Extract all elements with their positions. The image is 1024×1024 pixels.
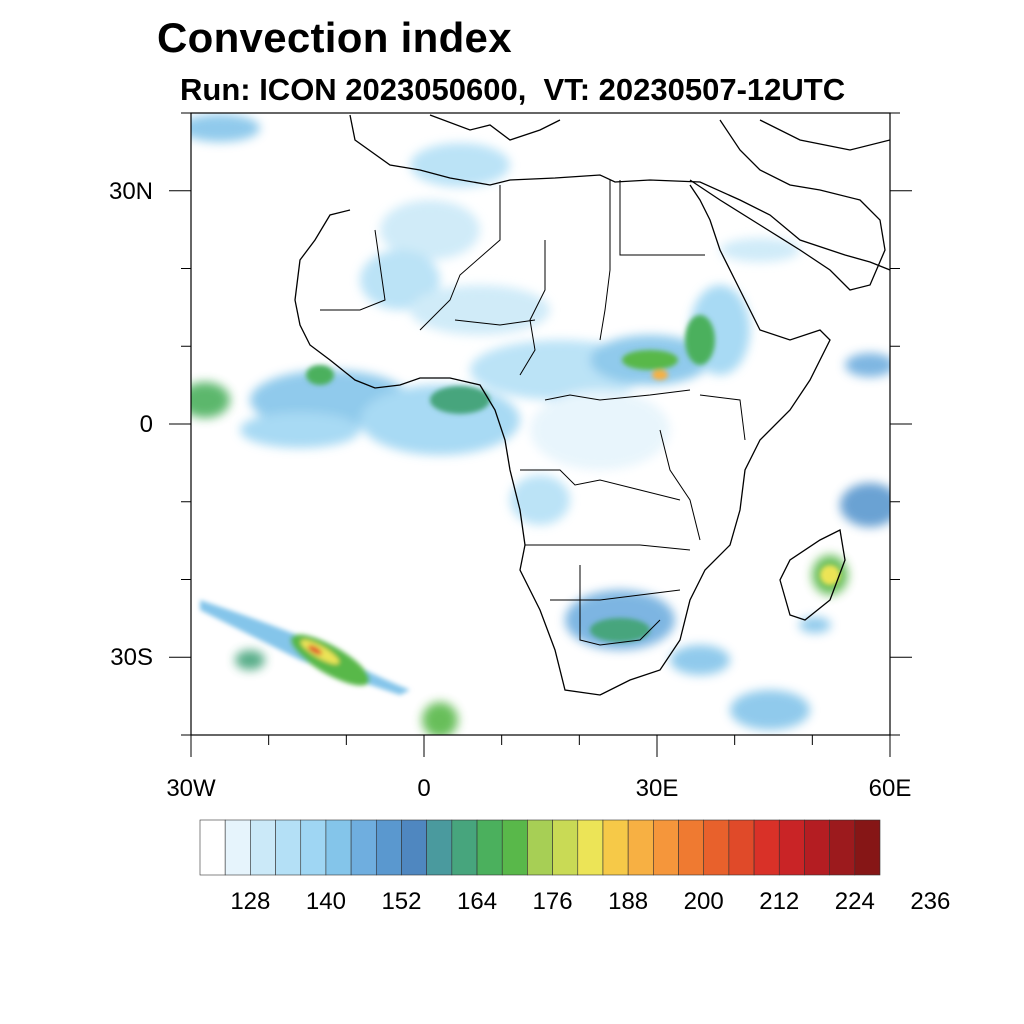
- colorbar: [199, 819, 881, 876]
- colorbar-swatch: [728, 819, 755, 876]
- colorbar-swatch: [552, 819, 579, 876]
- colorbar-label: 200: [683, 888, 724, 915]
- colorbar-label: 164: [457, 888, 498, 915]
- colorbar-swatch: [199, 819, 226, 876]
- colorbar-swatch: [401, 819, 427, 876]
- colorbar-swatch: [653, 819, 679, 876]
- chart-subtitle: Run: ICON 2023050600, VT: 20230507-12UTC: [180, 72, 846, 107]
- colorbar-swatch: [778, 819, 805, 876]
- convection-field: [191, 114, 890, 735]
- colorbar-swatch: [854, 819, 881, 876]
- colorbar-swatch: [224, 819, 251, 876]
- colorbar-swatch: [375, 819, 402, 876]
- lon-label-30w: 30W: [166, 775, 216, 802]
- colorbar-label: 188: [608, 888, 649, 915]
- colorbar-swatch: [476, 819, 503, 876]
- colorbar-label: 224: [834, 888, 875, 915]
- colorbar-swatch: [678, 819, 705, 876]
- country-borders: [320, 180, 746, 646]
- colorbar-swatch: [829, 819, 856, 876]
- lon-label-60e: 60E: [868, 775, 912, 802]
- colorbar-label: 212: [759, 888, 800, 915]
- colorbar-swatch: [300, 819, 327, 876]
- colorbar-swatch: [577, 819, 604, 876]
- colorbar-swatch: [753, 819, 780, 876]
- colorbar-swatch: [426, 819, 453, 876]
- lat-label-30n: 30N: [108, 178, 153, 205]
- axis-ticks: [169, 112, 912, 757]
- colorbar-swatch: [325, 819, 352, 876]
- lat-label-30s: 30S: [110, 644, 153, 671]
- lon-label-30e: 30E: [635, 775, 679, 802]
- colorbar-label: 236: [910, 888, 951, 915]
- lat-label-0: 0: [139, 411, 153, 438]
- lon-label-0: 0: [417, 775, 431, 802]
- colorbar-swatch: [804, 819, 830, 876]
- colorbar-swatch: [703, 819, 730, 876]
- colorbar-label: 152: [381, 888, 422, 915]
- colorbar-swatch: [602, 819, 629, 876]
- colorbar-swatch: [627, 819, 654, 876]
- colorbar-swatch: [451, 819, 478, 876]
- colorbar-label: 140: [305, 888, 346, 915]
- coastline: [294, 114, 890, 696]
- colorbar-swatch: [527, 819, 553, 876]
- chart-title: Convection index: [157, 14, 512, 61]
- colorbar-swatch: [350, 819, 377, 876]
- colorbar-label: 176: [532, 888, 573, 915]
- colorbar-swatch: [275, 819, 302, 876]
- colorbar-swatch: [501, 819, 528, 876]
- colorbar-swatch: [250, 819, 276, 876]
- colorbar-label: 128: [230, 888, 271, 915]
